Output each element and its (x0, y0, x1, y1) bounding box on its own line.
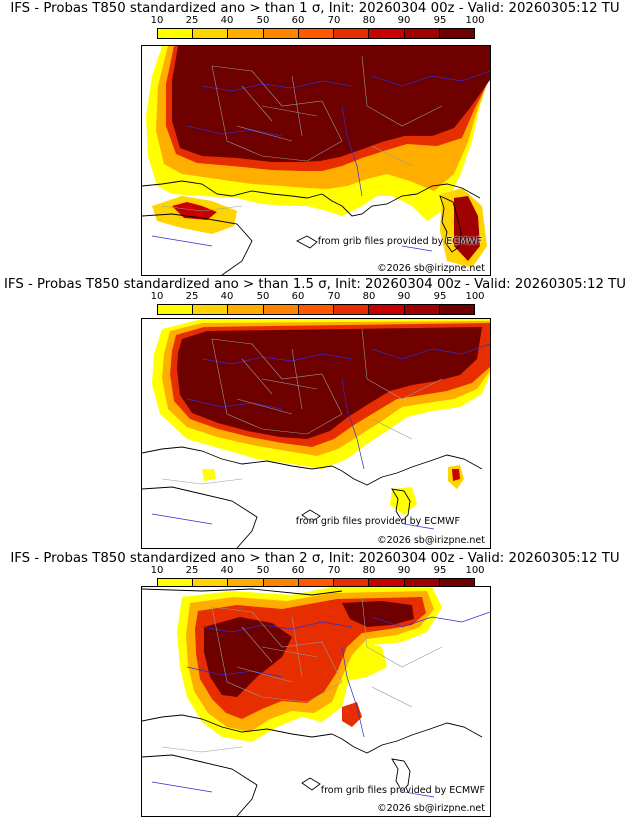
colorbar-segment (193, 29, 229, 38)
colorbar-tick-label: 10 (150, 291, 164, 302)
probability-map: from grib files provided by ECMWF ©2026 … (141, 318, 491, 549)
panel-3: IFS - Probas T850 standardized ano > tha… (0, 550, 630, 826)
colorbar-segment (404, 29, 440, 38)
colorbar-segment (193, 579, 229, 588)
colorbar-tick-label: 60 (291, 565, 305, 576)
rivers (151, 343, 490, 530)
copyright-credit: ©2026 sb@irizpne.net (377, 535, 485, 546)
colorbar-tick-label: 40 (220, 565, 234, 576)
probability-field (146, 46, 490, 268)
colorbar-segment (158, 305, 194, 314)
colorbar-tick-label: 40 (220, 15, 234, 26)
colorbar-tick-label: 100 (465, 565, 485, 576)
prob-zone-95-north (342, 601, 414, 627)
colorbar-tick-label: 95 (433, 15, 447, 26)
admin-borders (161, 55, 443, 212)
colorbar-segment (263, 579, 299, 588)
copyright-credit: ©2026 sb@irizpne.net (377, 263, 485, 274)
colorbar-segment (298, 579, 335, 588)
colorbar-segment (228, 29, 264, 38)
colorbar-tick-label: 10 (150, 15, 164, 26)
prob-zone-95 (177, 327, 482, 439)
colorbar-tick-label: 50 (256, 565, 270, 576)
probability-field (177, 587, 442, 742)
panel-title: IFS - Probas T850 standardized ano > tha… (10, 551, 620, 566)
probability-map: from grib files provided by ECMWF ©2026 … (141, 586, 491, 817)
colorbar-segment (334, 579, 370, 588)
panel-title: IFS - Probas T850 standardized ano > tha… (10, 1, 620, 16)
colorbar-segment (369, 579, 405, 588)
colorbar-tick-label: 90 (397, 15, 411, 26)
colorbar-segment (439, 579, 474, 588)
coastlines (142, 588, 483, 816)
colorbar-segment (263, 29, 299, 38)
colorbar-tick-label: 10 (150, 565, 164, 576)
colorbar-segment (404, 305, 440, 314)
data-credit: from grib files provided by ECMWF (295, 516, 460, 527)
colorbar-tick-label: 70 (327, 15, 341, 26)
colorbar-segment (228, 305, 264, 314)
rivers (151, 70, 490, 252)
colorbar-tick-label: 95 (433, 291, 447, 302)
colorbar-segment (193, 305, 229, 314)
colorbar-tick-label: 90 (397, 565, 411, 576)
admin-borders (161, 328, 443, 485)
probability-colorbar: 10 25 40 50 60 70 80 90 95 100 (151, 15, 485, 43)
colorbar-segment (369, 305, 405, 314)
panel-2: IFS - Probas T850 standardized ano > tha… (0, 276, 630, 552)
colorbar-tick-label: 100 (465, 291, 485, 302)
coastlines (142, 180, 481, 275)
colorbar-tick-label: 60 (291, 291, 305, 302)
colorbar-segment (228, 579, 264, 588)
colorbar-tick-label: 70 (327, 291, 341, 302)
prob-blob-spain (202, 469, 216, 481)
admin-borders (161, 596, 443, 753)
rivers (151, 611, 490, 798)
colorbar-bar (157, 304, 475, 315)
probability-colorbar: 10 25 40 50 60 70 80 90 95 100 (151, 291, 485, 319)
colorbar-tick-label: 80 (362, 291, 376, 302)
colorbar-segment (334, 305, 370, 314)
colorbar-tick-label: 50 (256, 15, 270, 26)
colorbar-tick-label: 25 (185, 565, 199, 576)
colorbar-segment (298, 305, 335, 314)
colorbar-tick-label: 80 (362, 565, 376, 576)
colorbar-tick-label: 25 (185, 291, 199, 302)
colorbar-tick-label: 90 (397, 291, 411, 302)
colorbar-bar (157, 28, 475, 39)
colorbar-segment (158, 29, 194, 38)
colorbar-tick-label: 80 (362, 15, 376, 26)
colorbar-segment (439, 29, 474, 38)
colorbar-segment (404, 579, 440, 588)
colorbar-tick-label: 70 (327, 565, 341, 576)
panel-title: IFS - Probas T850 standardized ano > tha… (3, 277, 627, 292)
probability-field (152, 319, 490, 515)
colorbar-segment (298, 29, 335, 38)
prob-blob-corsica-core (452, 469, 460, 481)
probability-map: from grib files provided by ECMWF ©2026 … (141, 45, 491, 276)
panel-1: IFS - Probas T850 standardized ano > tha… (0, 0, 630, 276)
colorbar-segment (263, 305, 299, 314)
colorbar-tick-label: 60 (291, 15, 305, 26)
copyright-credit: ©2026 sb@irizpne.net (377, 803, 485, 814)
data-credit: from grib files provided by ECMWF (320, 785, 485, 796)
colorbar-tick-label: 100 (465, 15, 485, 26)
prob-zone-95 (172, 46, 490, 162)
colorbar-segment (369, 29, 405, 38)
colorbar-tick-label: 25 (185, 15, 199, 26)
colorbar-tick-label: 40 (220, 291, 234, 302)
colorbar-segment (158, 579, 194, 588)
colorbar-tick-label: 95 (433, 565, 447, 576)
data-credit: from grib files provided by ECMWF (317, 236, 482, 247)
colorbar-segment (334, 29, 370, 38)
colorbar-tick-label: 50 (256, 291, 270, 302)
coastlines (142, 446, 483, 548)
colorbar-segment (439, 305, 474, 314)
